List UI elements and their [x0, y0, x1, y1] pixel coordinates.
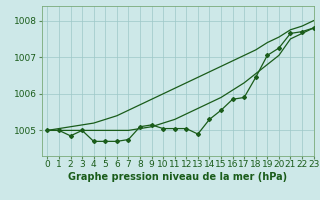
X-axis label: Graphe pression niveau de la mer (hPa): Graphe pression niveau de la mer (hPa)	[68, 172, 287, 182]
